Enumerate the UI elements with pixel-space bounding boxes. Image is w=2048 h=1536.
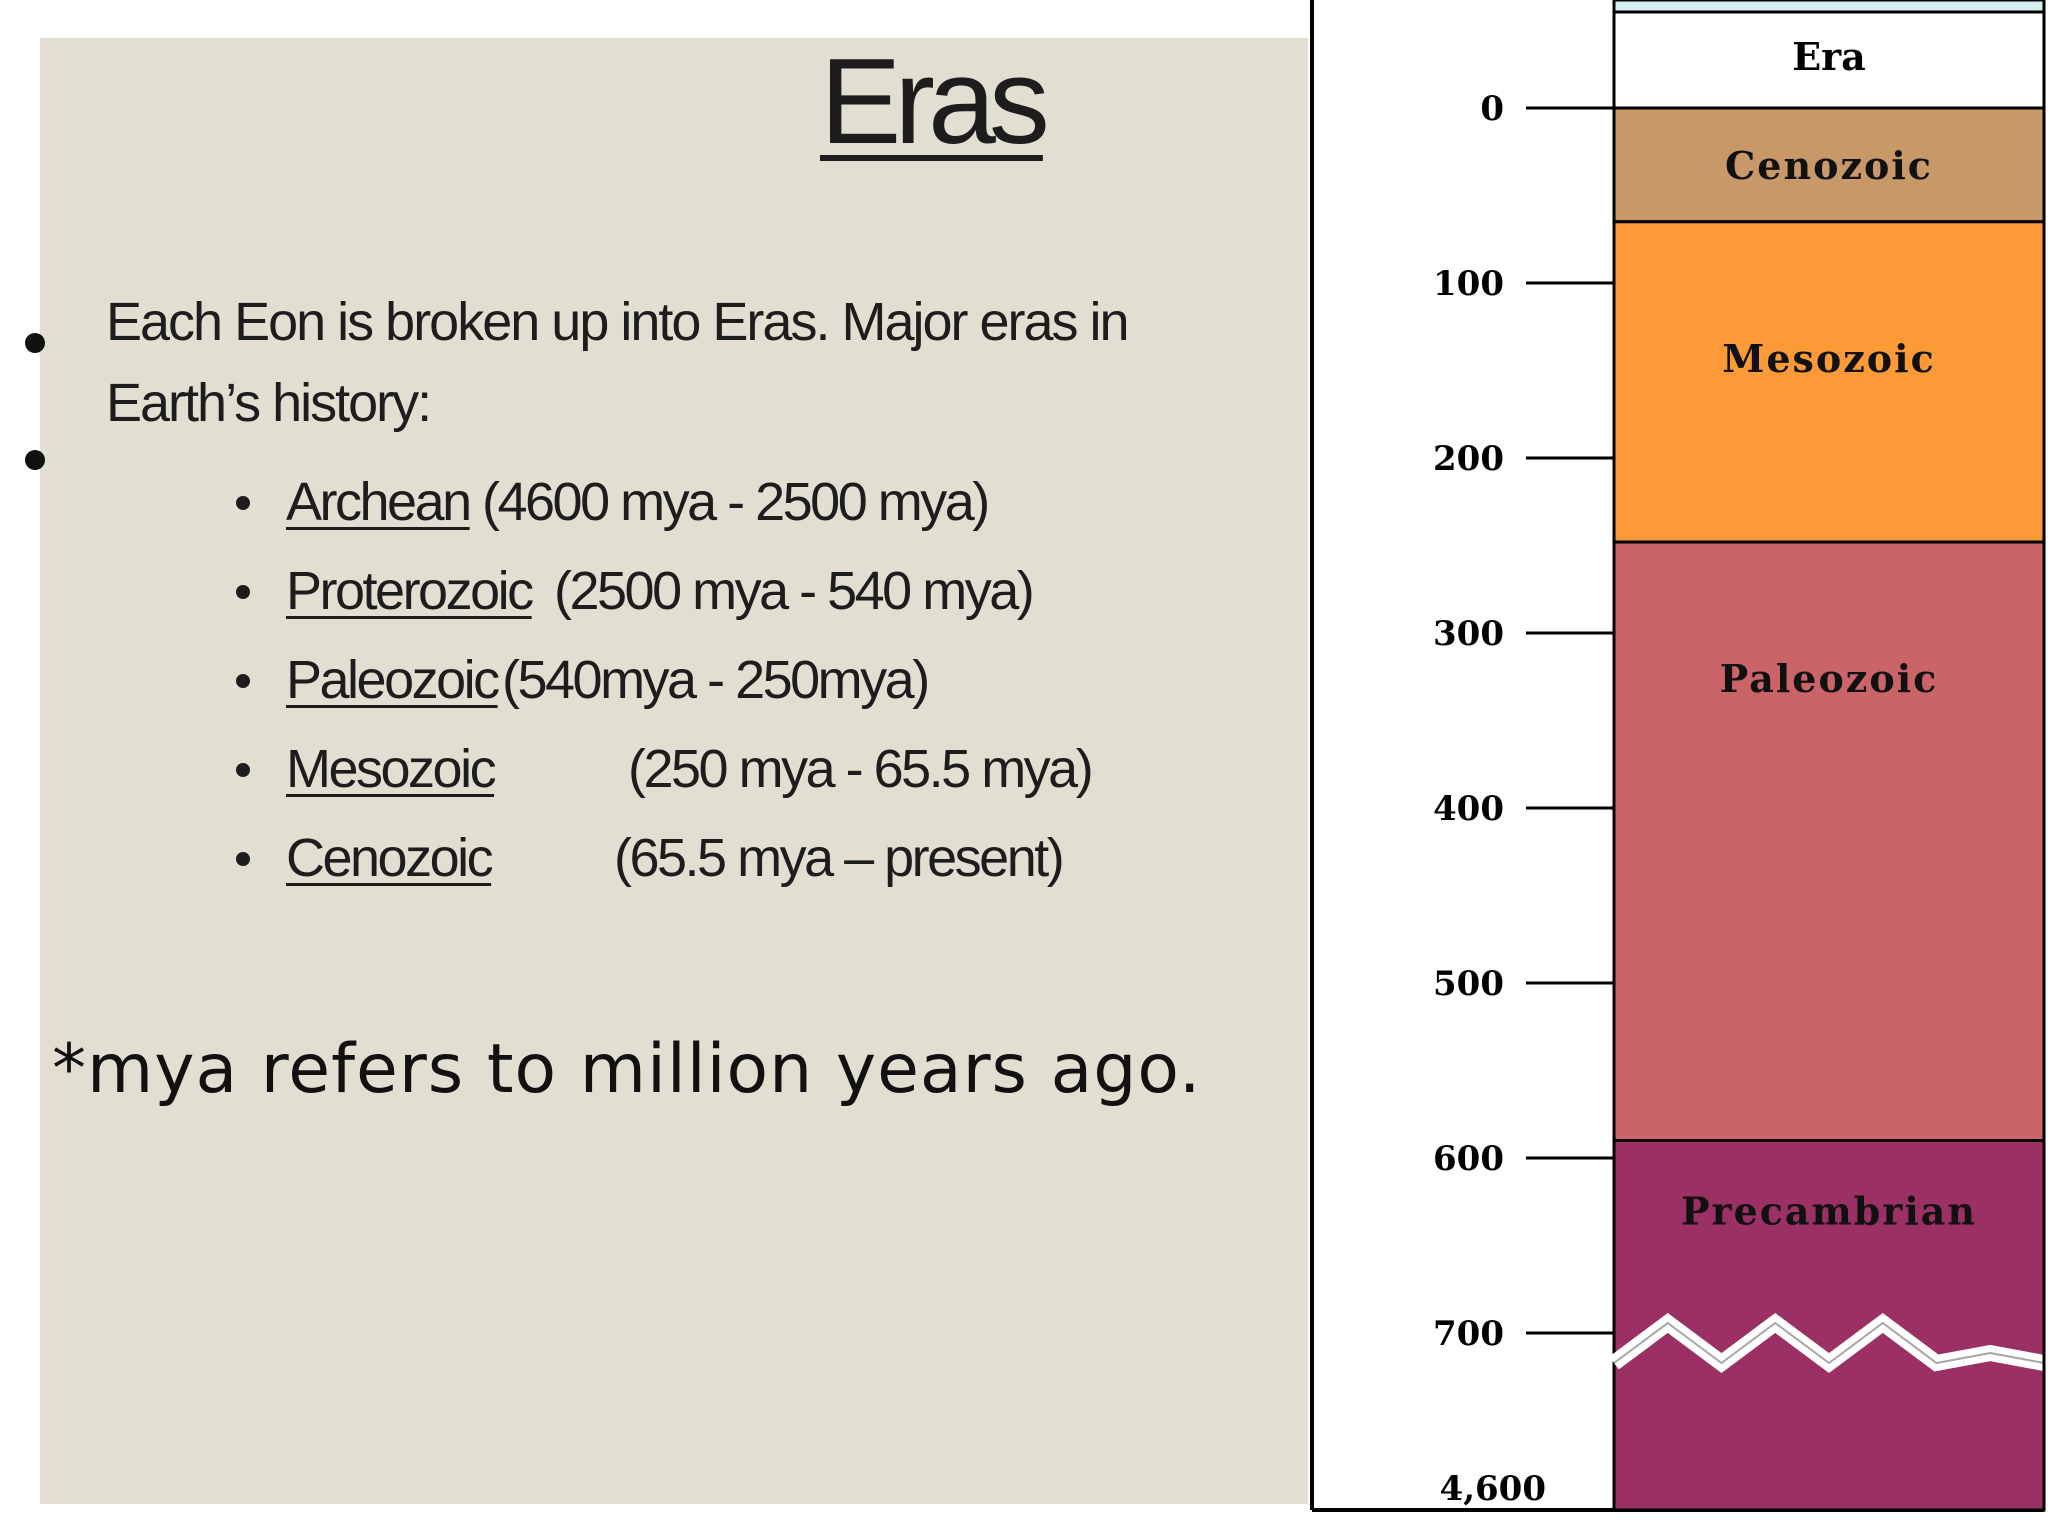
axis-tick-label: 700 bbox=[1433, 1314, 1504, 1354]
axis-tick-label: 100 bbox=[1433, 264, 1504, 304]
axis-tick-label: 0 bbox=[1480, 89, 1504, 129]
era-header-label: Era bbox=[1792, 34, 1866, 79]
slide-title: Eras bbox=[820, 33, 1050, 169]
axis-tick-label: 300 bbox=[1433, 614, 1504, 654]
axis-tick-label: 400 bbox=[1433, 789, 1504, 829]
era-segment-label: Mesozoic bbox=[1722, 336, 1935, 381]
chart-top-band bbox=[1612, 0, 2046, 14]
era-segment-bar bbox=[1612, 106, 2046, 224]
axis-tick-label: 4,600 bbox=[1440, 1469, 1546, 1509]
stray-bullet bbox=[25, 450, 45, 470]
era-range: (2500 mya - 540 mya) bbox=[554, 561, 1035, 621]
era-name: Archean bbox=[286, 472, 472, 532]
intro-text: Each Eon is broken up into Eras. Major e… bbox=[106, 292, 1130, 433]
era-name: Cenozoic bbox=[286, 828, 494, 888]
axis-break-zigzag bbox=[1609, 1313, 2046, 1373]
bullet-dot bbox=[236, 585, 250, 599]
axis-tick-label: 600 bbox=[1433, 1139, 1504, 1179]
era-name: Paleozoic bbox=[286, 650, 500, 710]
era-segment-label: Precambrian bbox=[1681, 1189, 1977, 1234]
era-name: Proterozoic bbox=[286, 561, 534, 621]
era-timescale-svg: Era Cenozoic Mesozoic Paleozoic Precambrian 0… bbox=[1310, 0, 2046, 1512]
stray-bullet bbox=[25, 333, 45, 353]
era-segment-label: Paleozoic bbox=[1720, 656, 1939, 701]
axis-break-outline bbox=[1613, 1321, 2045, 1365]
axis-tick-label: 200 bbox=[1433, 439, 1504, 479]
era-range: (4600 mya - 2500 mya) bbox=[482, 472, 990, 532]
era-range: (65.5 mya – present) bbox=[614, 828, 1065, 888]
era-timescale-chart: Era Cenozoic Mesozoic Paleozoic Precambrian 0… bbox=[1308, 0, 2048, 1536]
era-segment-bar bbox=[1612, 540, 2046, 1142]
era-segment-bar bbox=[1612, 220, 2046, 544]
era-range: (250 mya - 65.5 mya) bbox=[628, 739, 1094, 799]
era-segment-label: Cenozoic bbox=[1725, 143, 1933, 188]
footnote: *mya refers to million years ago. bbox=[52, 1030, 1202, 1109]
slide-panel bbox=[40, 38, 1310, 1504]
bullet-dot bbox=[236, 496, 250, 510]
era-name: Mesozoic bbox=[286, 739, 497, 799]
bullet-dot bbox=[236, 763, 250, 777]
axis-tick-label: 500 bbox=[1433, 964, 1504, 1004]
era-segment-bar bbox=[1612, 1139, 2046, 1512]
bullet-dot bbox=[236, 674, 250, 688]
era-range: (540mya - 250mya) bbox=[502, 650, 930, 710]
bullet-dot bbox=[236, 852, 250, 866]
